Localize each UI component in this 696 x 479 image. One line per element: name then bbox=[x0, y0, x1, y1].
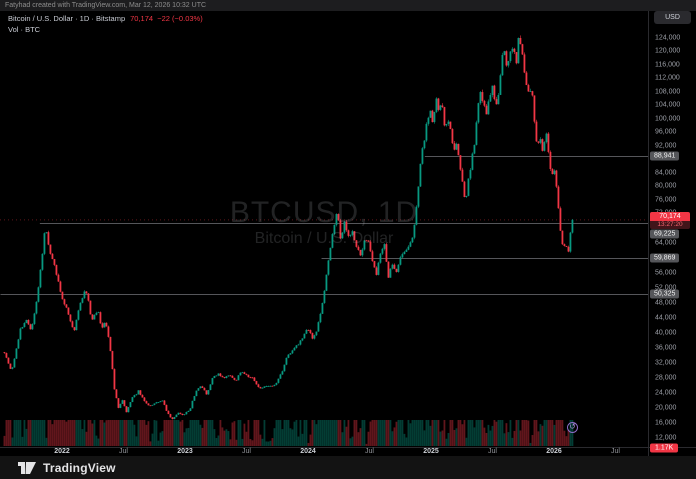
time-label-month: Jul bbox=[242, 448, 251, 455]
tradingview-brand-text: TradingView bbox=[43, 461, 116, 475]
price-tick: 28,000 bbox=[655, 374, 677, 382]
price-tick: 76,000 bbox=[655, 196, 677, 204]
price-tick: 104,000 bbox=[655, 101, 681, 109]
price-tick: 56,000 bbox=[655, 269, 677, 277]
price-tick: 24,000 bbox=[655, 389, 677, 397]
footer-bar: TradingView bbox=[0, 456, 696, 479]
time-label-month: Jul bbox=[611, 448, 620, 455]
volume-bars bbox=[3, 420, 574, 446]
last-price-value: 70,174 bbox=[650, 211, 690, 221]
time-label-year: 2024 bbox=[300, 448, 316, 455]
legend-change: −22 (−0.03%) bbox=[157, 14, 203, 23]
level-price-label[interactable]: 50,325 bbox=[650, 289, 680, 299]
price-tick: 92,000 bbox=[655, 142, 677, 150]
event-marker-icon[interactable]: ↺ bbox=[567, 422, 578, 433]
legend-volume-row[interactable]: Vol · BTC bbox=[8, 24, 203, 35]
last-price-axis-label: 70,174 13:27:20 bbox=[650, 211, 690, 229]
price-tick: 44,000 bbox=[655, 314, 677, 322]
time-label-year: 2023 bbox=[177, 448, 193, 455]
price-tick: 124,000 bbox=[655, 34, 681, 42]
level-price-label[interactable]: 69,225 bbox=[650, 229, 680, 239]
price-tick: 20,000 bbox=[655, 404, 677, 412]
price-tick: 120,000 bbox=[655, 47, 681, 55]
price-tick: 64,000 bbox=[655, 239, 677, 247]
price-tick: 48,000 bbox=[655, 299, 677, 307]
tradingview-logo-icon bbox=[18, 462, 36, 474]
price-tick: 116,000 bbox=[655, 61, 680, 69]
price-tick: 12,000 bbox=[655, 434, 677, 442]
legend-symbol-title[interactable]: Bitcoin / U.S. Dollar · 1D · Bitstamp bbox=[8, 14, 126, 23]
price-tick: 96,000 bbox=[655, 128, 677, 136]
level-price-label[interactable]: 88,941 bbox=[650, 151, 680, 161]
attribution-text: Fatyhad created with TradingView.com, Ma… bbox=[5, 2, 207, 9]
candles bbox=[3, 35, 574, 420]
time-label-year: 2026 bbox=[546, 448, 562, 455]
legend-symbol-row[interactable]: Bitcoin / U.S. Dollar · 1D · Bitstamp 70,… bbox=[8, 13, 203, 24]
price-tick: 32,000 bbox=[655, 359, 677, 367]
time-label-month: Jul bbox=[365, 448, 374, 455]
price-tick: 16,000 bbox=[655, 419, 677, 427]
price-level-lines[interactable] bbox=[0, 156, 649, 295]
price-tick: 36,000 bbox=[655, 344, 677, 352]
price-tick: 100,000 bbox=[655, 115, 681, 123]
time-axis[interactable]: 2022 Jul 2023 Jul 2024 Jul 2025 Jul 2026 Jul bbox=[0, 447, 696, 456]
volume-axis-label: 1.17K bbox=[650, 443, 679, 453]
time-label-month: Jul bbox=[119, 448, 128, 455]
price-tick: 80,000 bbox=[655, 182, 677, 190]
attribution-bar: Fatyhad created with TradingView.com, Ma… bbox=[0, 0, 696, 11]
time-label-month: Jul bbox=[488, 448, 497, 455]
time-label-year: 2022 bbox=[54, 448, 70, 455]
tradingview-logo[interactable]: TradingView bbox=[18, 461, 116, 475]
price-tick: 112,000 bbox=[655, 74, 680, 82]
price-tick: 52,000 bbox=[655, 284, 677, 292]
time-label-year: 2025 bbox=[423, 448, 439, 455]
price-tick: 108,000 bbox=[655, 88, 681, 96]
legend-last-price: 70,174 bbox=[130, 14, 154, 23]
currency-toggle-button[interactable]: USD bbox=[654, 11, 691, 24]
price-axis[interactable]: 70,174 13:27:20 1.17K 124,000 120,000 116,… bbox=[648, 11, 696, 453]
price-tick: 84,000 bbox=[655, 169, 677, 177]
legend-volume-title[interactable]: Vol · BTC bbox=[8, 25, 41, 34]
chart-legend: Bitcoin / U.S. Dollar · 1D · Bitstamp 70,… bbox=[8, 13, 203, 35]
bar-countdown: 13:27:20 bbox=[650, 220, 690, 229]
level-price-label[interactable]: 59,869 bbox=[650, 253, 680, 263]
price-tick: 40,000 bbox=[655, 329, 677, 337]
